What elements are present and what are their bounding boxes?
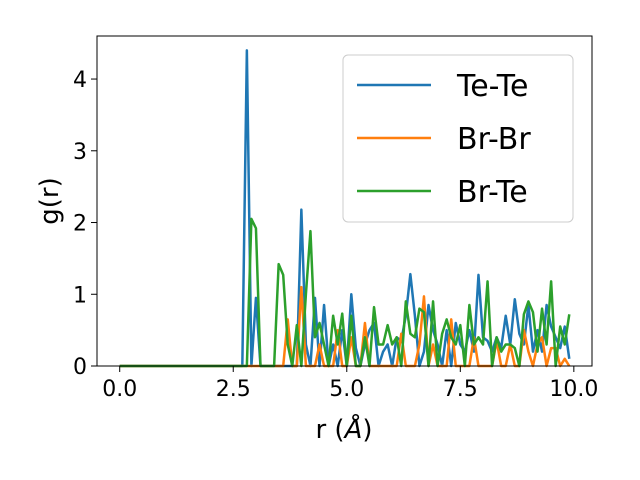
legend-box <box>342 54 574 223</box>
legend-label-br-br: Br-Br <box>457 122 531 157</box>
x-tick-label: 0.0 <box>102 377 137 402</box>
y-tick-label: 0 <box>73 355 87 380</box>
legend-label-br-te: Br-Te <box>457 175 528 210</box>
y-tick-label: 3 <box>73 140 87 165</box>
y-tick-label: 4 <box>73 68 87 93</box>
x-tick-label: 10.0 <box>549 377 598 402</box>
y-tick-label: 1 <box>73 283 87 308</box>
y-axis-label: g(r) <box>35 177 65 224</box>
x-axis-label: r (Å) <box>315 413 372 445</box>
plot-frame <box>96 35 593 367</box>
x-tick-label: 7.5 <box>443 377 478 402</box>
y-tick-label: 2 <box>73 212 87 237</box>
x-tick-label: 2.5 <box>216 377 251 402</box>
ticks-layer: 0.0 2.5 5.0 7.5 10.0 0 1 2 3 4 <box>73 68 598 402</box>
legend: Te-Te Br-Br Br-Te <box>342 54 574 223</box>
legend-label-te-te: Te-Te <box>456 69 528 104</box>
x-tick-label: 5.0 <box>329 377 364 402</box>
